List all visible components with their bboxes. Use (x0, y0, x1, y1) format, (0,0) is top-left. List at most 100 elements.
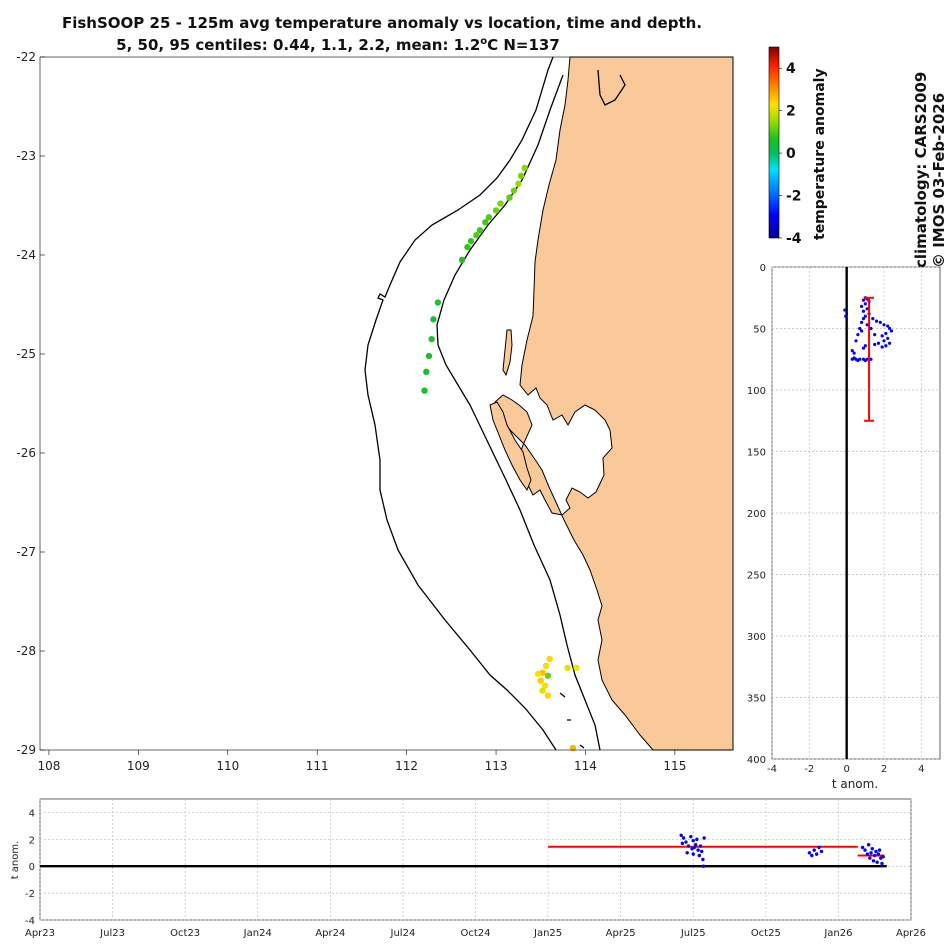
map-data-point (467, 237, 475, 245)
colorbar-tick-label: 0 (786, 146, 796, 162)
map-y-tick-label: -27 (16, 545, 36, 559)
time-data-point (684, 840, 688, 844)
time-data-point (873, 853, 877, 858)
map-data-point (482, 219, 489, 226)
title-degree-symbol: o (480, 36, 487, 47)
map-data-point (423, 368, 430, 376)
map-data-point (458, 256, 466, 264)
map-x-tick-label: 113 (485, 759, 508, 773)
map-data-point (542, 682, 549, 689)
depth-data-point (861, 309, 866, 313)
time-y-tick-label: 0 (29, 862, 35, 873)
depth-y-tick-label: 0 (760, 263, 766, 274)
depth-data-point (884, 344, 888, 348)
map-data-point (564, 664, 571, 672)
time-y-tick-label: -4 (25, 916, 35, 927)
time-data-point (812, 848, 816, 852)
depth-data-point (880, 334, 884, 338)
title-centiles: 5, 50, 95 centiles: 0.44, 1.1, 2.2, mean… (116, 36, 480, 54)
time-x-tick-label: Apr23 (25, 928, 55, 939)
depth-data-point (852, 356, 856, 360)
map-y-tick-label: -29 (16, 743, 36, 757)
map-data-point (485, 214, 493, 221)
time-data-point (679, 833, 683, 837)
land-peninsula (489, 401, 532, 492)
map-data-point (428, 335, 435, 343)
time-data-point (817, 845, 821, 850)
time-data-point (695, 837, 699, 842)
land-mainland (494, 56, 734, 751)
depth-data-point (884, 331, 888, 336)
depth-data-point (861, 317, 866, 321)
time-data-point (686, 844, 691, 848)
depth-data-point (886, 324, 890, 328)
depth-y-tick-label: 150 (747, 448, 766, 459)
depth-data-point (854, 339, 858, 343)
time-data-point (880, 861, 884, 866)
time-x-tick-label: Oct23 (170, 928, 200, 939)
depth-data-point (861, 346, 866, 350)
depth-y-tick-label: 250 (747, 571, 766, 582)
time-series-panel: Apr23 Jul23 Oct23 Jan24 Apr24 Jul24 Oct24 Jan25… (10, 798, 926, 939)
time-data-point (866, 843, 871, 847)
time-data-point (702, 836, 706, 840)
time-data-point (680, 841, 685, 846)
time-data-point (691, 852, 695, 856)
depth-data-point (863, 302, 867, 306)
time-x-tick-label: Apr26 (896, 928, 926, 939)
colorbar-tick-label: 2 (786, 104, 796, 120)
map-data-point (506, 194, 513, 201)
depth-data-point (858, 326, 862, 331)
map-data-point (425, 352, 433, 360)
copyright-label: © IMOS 03-Feb-2026 (930, 93, 948, 268)
time-data-point (701, 857, 705, 862)
depth-y-tick-label: 50 (753, 325, 766, 336)
map-data-point (476, 227, 484, 234)
time-y-tick-label: 2 (29, 835, 35, 846)
depth-data-point (888, 326, 892, 331)
time-data-point (700, 849, 704, 854)
map-data-point (510, 187, 518, 194)
depth-y-tick-label: 300 (747, 632, 766, 643)
depth-data-point (882, 339, 886, 343)
depth-data-point (852, 351, 856, 355)
title-line-2: 5, 50, 95 centiles: 0.44, 1.1, 2.2, mean… (116, 36, 560, 54)
colorbar: 4 2 0 -2 -4 temperature anomaly (768, 46, 828, 247)
bathymetry-contour-outer (364, 56, 557, 751)
depth-data-point (888, 341, 892, 345)
map-x-tick-label: 114 (574, 759, 597, 773)
time-y-tick-label: -2 (25, 889, 35, 900)
depth-profile-panel: -4 -2 0 2 4 0 50 100 150 200 250 300 350 400 t anom. (747, 263, 941, 791)
depth-y-tick-label: 200 (747, 509, 766, 520)
depth-data-point (843, 308, 847, 312)
map-x-tick-label: 110 (216, 759, 239, 773)
depth-data-point (876, 341, 881, 345)
time-data-point (690, 847, 694, 851)
depth-y-tick-label: 350 (747, 694, 766, 705)
time-series-ticks: Apr23 Jul23 Oct23 Jan24 Apr24 Jul24 Oct24 Jan25… (25, 808, 926, 939)
depth-data-point (860, 304, 864, 308)
map-data-point (573, 664, 580, 672)
depth-data-point (869, 357, 873, 361)
map-data-point (515, 180, 522, 187)
depth-data-point (856, 333, 860, 337)
depth-data-point (863, 314, 867, 318)
time-series-ylabel: t anom. (10, 841, 21, 880)
coast-fragment-north (597, 69, 626, 106)
map-y-tick-label: -25 (16, 347, 36, 361)
map-data-point (569, 744, 577, 752)
map-y-tick-label: -28 (16, 644, 36, 658)
map-x-tick-label: 112 (395, 759, 418, 773)
time-x-tick-label: Oct25 (751, 928, 781, 939)
depth-x-tick-label: 2 (881, 764, 887, 775)
time-data-point (691, 838, 695, 843)
time-data-point (814, 852, 819, 856)
map-data-point (473, 232, 480, 239)
map-points-layer (421, 164, 580, 752)
time-data-point (876, 852, 881, 856)
title-units-count: C N=137 (487, 36, 560, 54)
map-data-point (492, 207, 500, 214)
depth-data-point (856, 358, 860, 363)
time-data-point (860, 845, 865, 850)
depth-x-tick-label: 4 (918, 764, 924, 775)
